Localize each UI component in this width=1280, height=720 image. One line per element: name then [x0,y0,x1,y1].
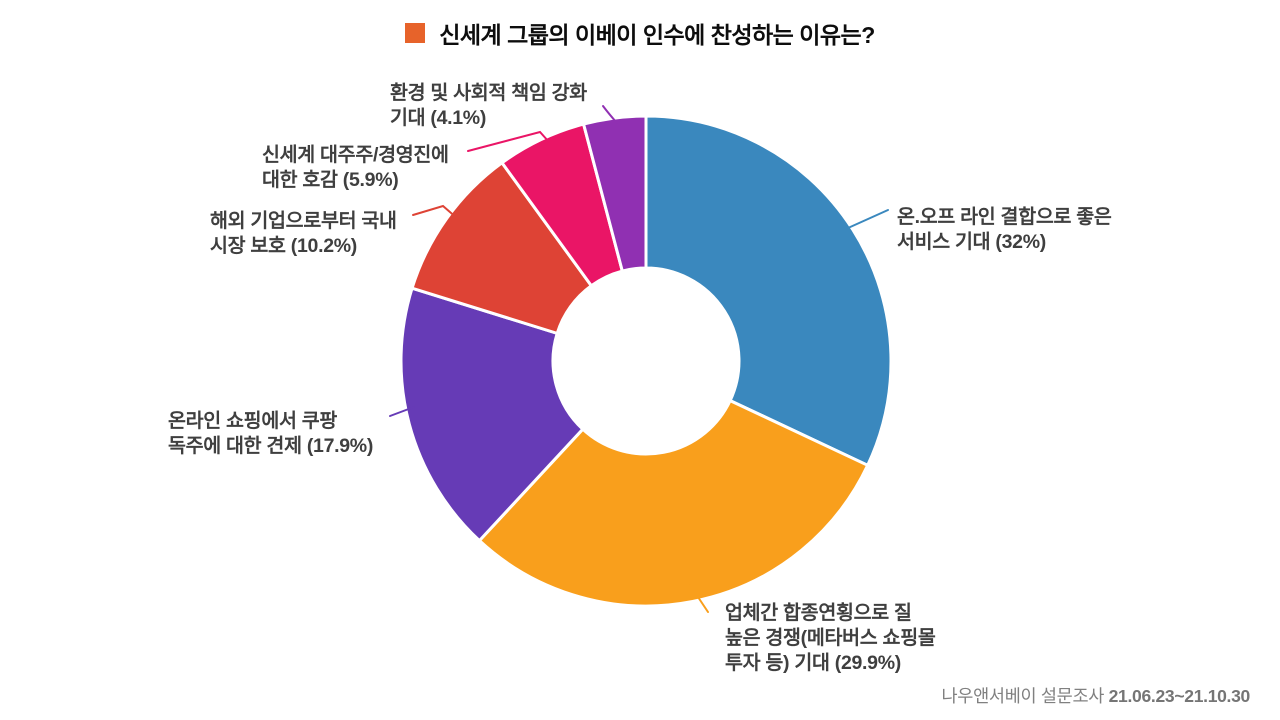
leader-line-0 [847,209,889,229]
donut-segment-1 [477,399,870,608]
source-note: 나우앤서베이 설문조사 21.06.23~21.10.30 [942,683,1251,708]
segment-label-coupang-check: 온라인 쇼핑에서 쿠팡 독주에 대한 견제 (17.9%) [168,410,374,457]
segment-label-esg-responsibility: 환경 및 사회적 책임 강화 기대 (4.1%) [390,82,587,129]
leader-line-3 [412,204,459,220]
leader-line-2 [389,406,415,417]
chart-title-row: 신세계 그룹의 이베이 인수에 찬성하는 이유는? [0,16,1280,50]
donut-segment-5 [582,114,648,273]
leader-line-1 [689,584,709,613]
segment-label-management-favor: 신세계 대주주/경영진에 대한 호감 (5.9%) [262,144,449,191]
leader-line-4 [467,130,550,152]
donut-segment-3 [410,161,593,335]
segment-label-alliance-competition: 업체간 합종연횡으로 질 높은 경쟁(메타버스 쇼핑몰 투자 등) 기대 (29… [725,602,936,674]
segment-label-online-offline-service: 온.오프 라인 결합으로 좋은 서비스 기대 (32%) [897,206,1112,253]
donut-segment-0 [644,114,893,467]
segment-label-market-protection: 해외 기업으로부터 국내 시장 보호 (10.2%) [210,210,397,257]
source-name: 나우앤서베이 설문조사 [941,686,1105,706]
survey-period: 21.06.23~21.10.30 [1108,686,1251,706]
title-bullet-icon [405,23,426,43]
leader-line-5 [602,105,618,124]
donut-segment-2 [399,286,585,543]
page-title: 신세계 그룹의 이베이 인수에 찬성하는 이유는? [439,22,875,48]
